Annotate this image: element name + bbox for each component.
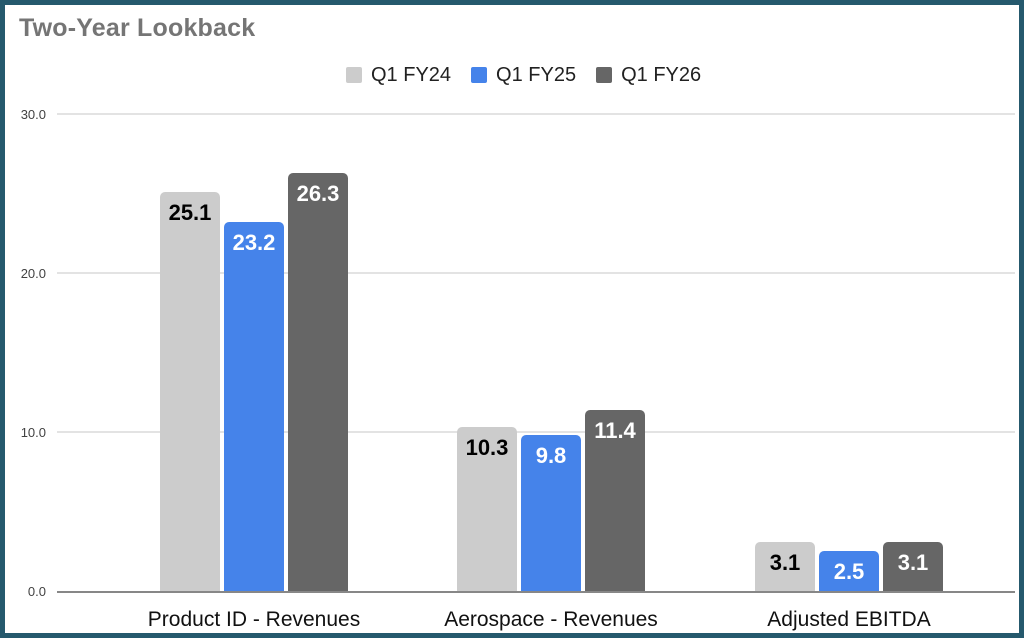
bar: 3.1 xyxy=(883,541,943,593)
x-category-label: Aerospace - Revenues xyxy=(444,608,658,631)
legend-label: Q1 FY26 xyxy=(621,64,702,86)
bar: 3.1 xyxy=(755,541,815,593)
legend-item: Q1 FY24 xyxy=(346,64,451,86)
bar-value-label: 25.1 xyxy=(168,199,212,225)
legend-item: Q1 FY26 xyxy=(596,64,701,86)
bar-value-label: 11.4 xyxy=(594,417,636,443)
gridline xyxy=(57,113,1015,115)
y-tick-label: 20.0 xyxy=(20,266,46,281)
bar-value-label: 2.5 xyxy=(833,559,865,585)
legend-swatch-icon xyxy=(346,67,362,83)
bar: 2.5 xyxy=(819,551,879,593)
bar: 23.2 xyxy=(224,222,284,593)
x-category-label: Adjusted EBITDA xyxy=(767,608,931,631)
bar: 25.1 xyxy=(160,191,220,593)
bar-value-label: 23.2 xyxy=(232,230,276,256)
gridline xyxy=(57,431,1015,433)
bar: 11.4 xyxy=(585,409,645,593)
legend-swatch-icon xyxy=(471,67,488,83)
bar: 9.8 xyxy=(521,435,581,593)
bar-value-label: 9.8 xyxy=(535,443,567,469)
y-tick-label: 30.0 xyxy=(20,107,46,122)
x-category-label: Product ID - Revenues xyxy=(147,608,361,631)
bar-value-label: 26.3 xyxy=(296,180,340,206)
bar: 10.3 xyxy=(457,427,517,593)
y-tick-label: 10.0 xyxy=(20,425,46,440)
chart-legend: Q1 FY24 Q1 FY25 Q1 FY26 xyxy=(346,64,701,86)
bar-value-label: 3.1 xyxy=(769,549,801,575)
chart-title: Two-Year Lookback xyxy=(19,14,256,42)
legend-label: Q1 FY24 xyxy=(371,64,452,86)
legend-label: Q1 FY25 xyxy=(496,64,577,86)
gridline xyxy=(57,272,1015,274)
legend-item: Q1 FY25 xyxy=(471,64,576,86)
bar-value-label: 3.1 xyxy=(897,549,929,575)
y-tick-label: 0.0 xyxy=(27,584,46,599)
x-axis-baseline xyxy=(57,591,1015,593)
legend-swatch-icon xyxy=(596,67,613,83)
bar-value-label: 10.3 xyxy=(465,435,509,461)
bar: 26.3 xyxy=(288,172,348,593)
